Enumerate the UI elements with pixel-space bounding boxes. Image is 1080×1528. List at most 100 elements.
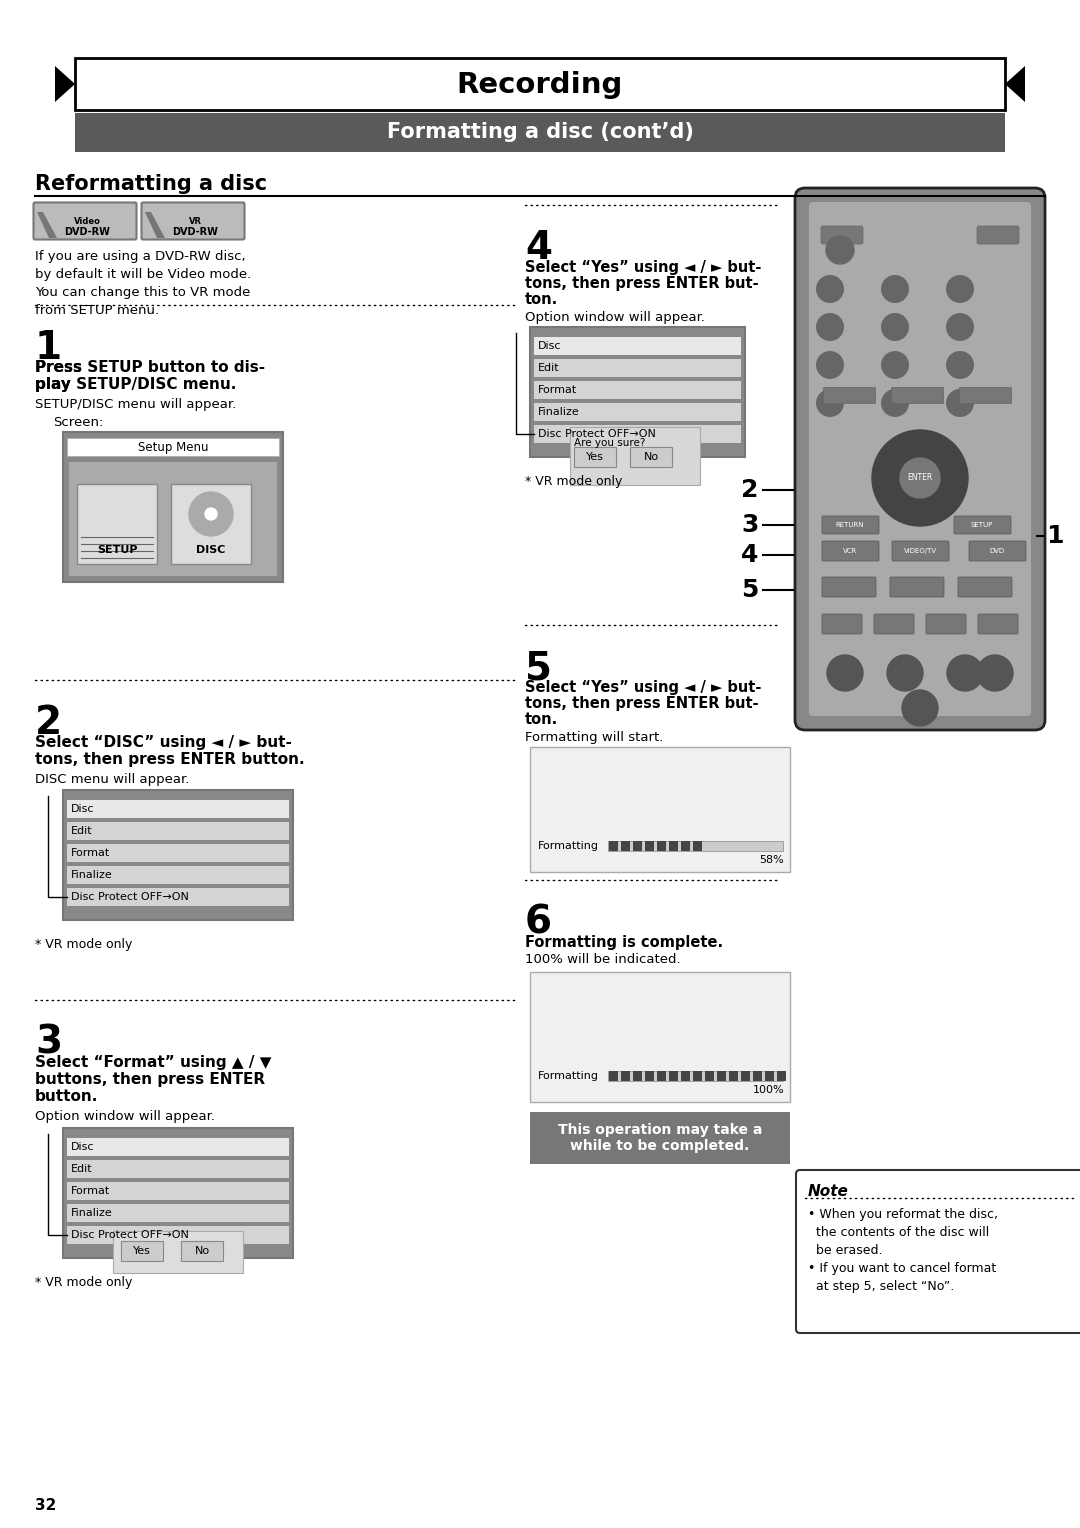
Polygon shape [37,212,57,238]
Circle shape [881,275,909,303]
Bar [75,113,1005,151]
Bar [765,1071,774,1080]
Bar [681,1071,690,1080]
Text: 6: 6 [525,905,552,941]
Text: ton.: ton. [525,292,558,307]
Text: Setup Menu: Setup Menu [138,440,208,454]
Bar [717,1071,726,1080]
Text: Disc: Disc [71,804,95,814]
Bar [609,840,618,851]
Text: Format: Format [71,1186,110,1196]
Text: the contents of the disc will: the contents of the disc will [808,1225,989,1239]
Bar [534,403,741,422]
Bar [121,1241,163,1261]
Bar [621,1071,630,1080]
Bar [75,58,1005,110]
Text: ENTER: ENTER [907,474,933,483]
Bar [77,484,157,564]
Polygon shape [145,212,165,238]
FancyBboxPatch shape [977,226,1020,244]
Text: tons, then press ENTER button.: tons, then press ENTER button. [35,752,305,767]
Text: Reformatting a disc: Reformatting a disc [35,174,267,194]
Text: Formatting is complete.: Formatting is complete. [525,935,724,950]
FancyBboxPatch shape [795,188,1045,730]
Text: Disc Protect OFF→ON: Disc Protect OFF→ON [71,892,189,902]
Circle shape [816,313,843,341]
Text: Press SETUP button to dis-: Press SETUP button to dis- [35,361,265,374]
Text: Formatting: Formatting [538,840,599,851]
Text: VIDEO/TV: VIDEO/TV [904,549,936,555]
Bar [608,1071,783,1080]
FancyBboxPatch shape [822,614,862,634]
Bar [657,840,666,851]
Text: Option window will appear.: Option window will appear. [35,1109,215,1123]
Circle shape [887,656,923,691]
Bar [633,1071,642,1080]
Bar [67,1225,289,1244]
Text: play: play [35,377,76,393]
Bar [63,1128,293,1258]
Text: SETUP: SETUP [97,545,137,555]
Text: Finalize: Finalize [71,1209,112,1218]
Bar [113,1232,243,1273]
Text: Select “DISC” using ◄ / ► but-: Select “DISC” using ◄ / ► but- [35,735,292,750]
Bar [891,387,943,403]
Circle shape [189,492,233,536]
Text: Option window will appear.: Option window will appear. [525,312,705,324]
Text: This operation may take a
while to be completed.: This operation may take a while to be co… [557,1123,762,1154]
Text: 2: 2 [741,478,758,503]
Text: 100% will be indicated.: 100% will be indicated. [525,953,680,966]
Bar [171,484,251,564]
Text: Yes: Yes [133,1245,151,1256]
Bar [777,1071,786,1080]
Bar [823,387,875,403]
Text: Edit: Edit [71,1164,93,1174]
Circle shape [816,351,843,379]
FancyBboxPatch shape [141,203,244,240]
Circle shape [816,275,843,303]
Bar [181,1241,222,1261]
FancyBboxPatch shape [954,516,1011,533]
FancyBboxPatch shape [822,516,879,533]
Text: * VR mode only: * VR mode only [35,938,133,950]
Text: Finalize: Finalize [538,406,580,417]
Bar [67,801,289,817]
Bar [67,1183,289,1199]
Bar [67,1160,289,1178]
Text: Are you sure?: Are you sure? [573,439,646,448]
Text: Format: Format [71,848,110,859]
Bar [530,972,789,1102]
Text: Select “Format” using ▲ / ▼: Select “Format” using ▲ / ▼ [35,1054,271,1070]
Bar [67,1138,289,1157]
Bar [67,888,289,906]
Text: DISC: DISC [197,545,226,555]
Text: * VR mode only: * VR mode only [35,1276,133,1290]
Text: 3: 3 [741,513,758,536]
Text: Edit: Edit [71,827,93,836]
Bar [753,1071,762,1080]
Text: DVD-RW: DVD-RW [64,228,110,237]
Bar [705,1071,714,1080]
Text: • When you reformat the disc,: • When you reformat the disc, [808,1209,998,1221]
Text: Disc Protect OFF→ON: Disc Protect OFF→ON [71,1230,189,1241]
Text: Format: Format [538,385,577,396]
Text: DISC menu will appear.: DISC menu will appear. [35,773,189,785]
Bar [534,359,741,377]
Text: No: No [644,452,659,461]
Circle shape [827,656,863,691]
FancyBboxPatch shape [978,614,1018,634]
Bar [67,866,289,885]
Bar [621,840,630,851]
Bar [67,439,279,455]
Text: 4: 4 [525,229,552,267]
FancyBboxPatch shape [890,578,944,597]
Text: Note: Note [808,1184,849,1199]
Text: 4: 4 [741,542,758,567]
Text: RETURN: RETURN [836,523,864,529]
Polygon shape [1005,66,1025,102]
Circle shape [977,656,1013,691]
Text: 1: 1 [35,329,63,367]
Text: at step 5, select “No”.: at step 5, select “No”. [808,1280,955,1293]
Text: Press: Press [35,361,87,374]
Bar [67,843,289,862]
